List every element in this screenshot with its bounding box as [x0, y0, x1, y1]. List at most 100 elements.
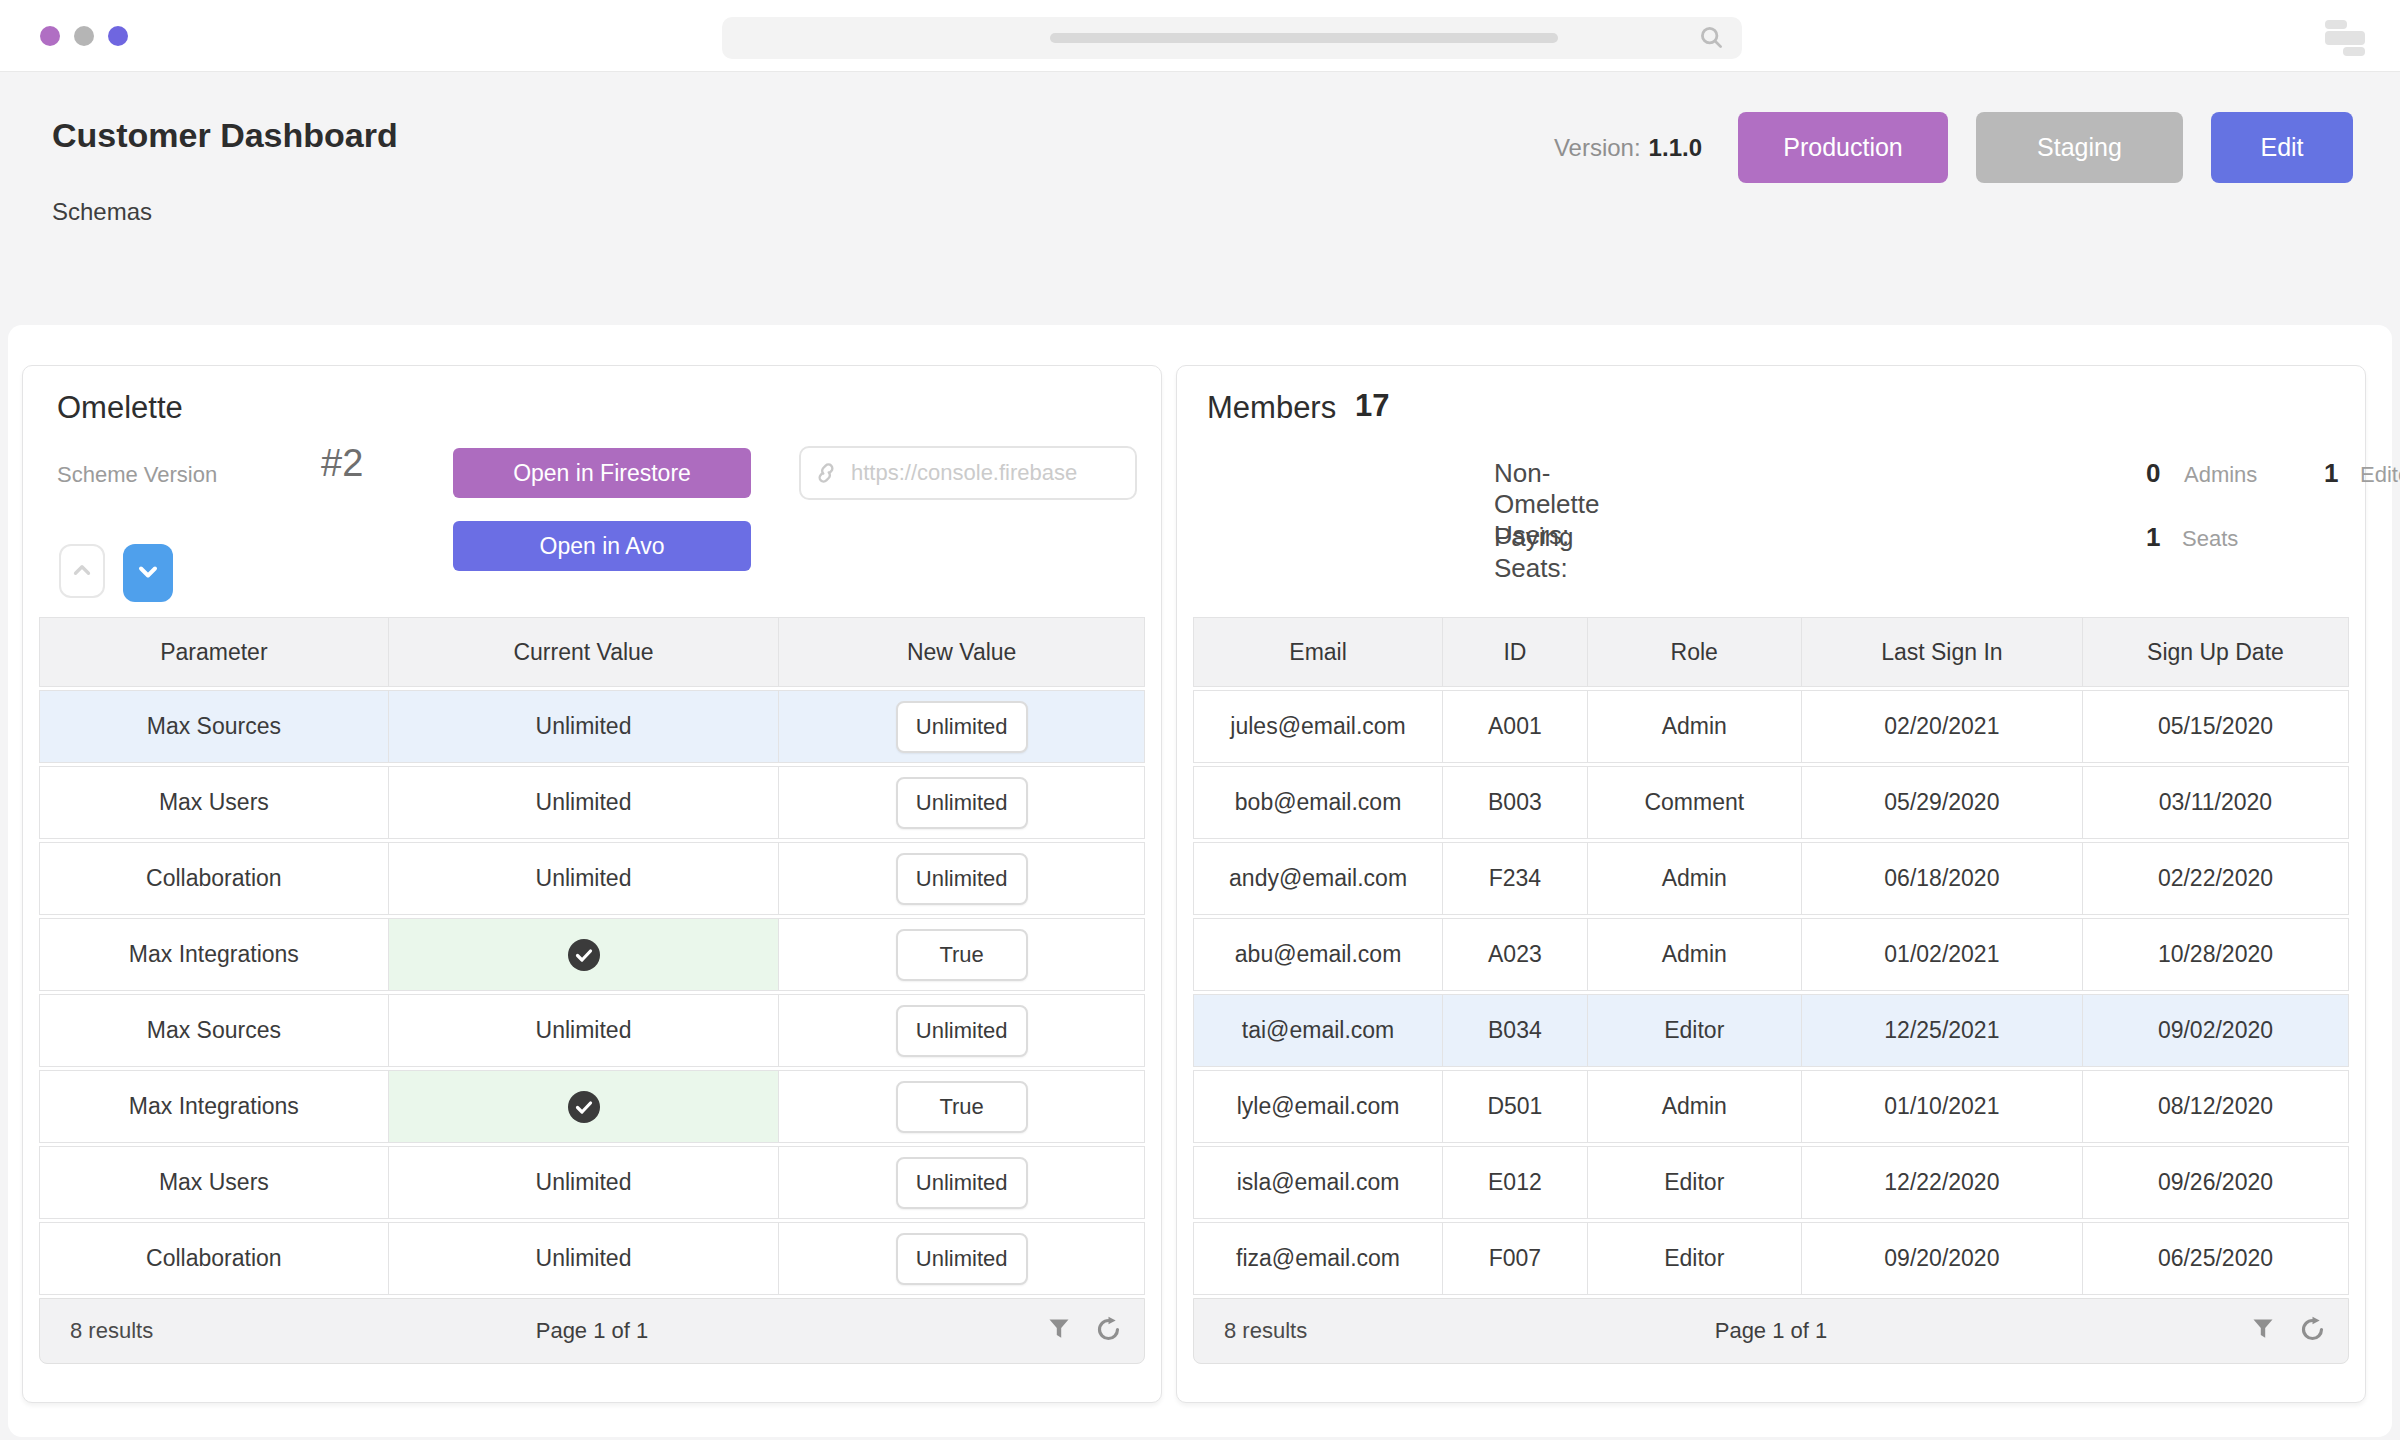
role-cell: Admin: [1588, 919, 1802, 990]
member-row[interactable]: tai@email.com B034 Editor 12/25/2021 09/…: [1193, 994, 2349, 1067]
window-control-maximize-dot[interactable]: [108, 26, 128, 46]
sign-up-date-cell: 02/22/2020: [2083, 843, 2348, 914]
parameter-cell: Max Integrations: [40, 1071, 389, 1142]
member-row[interactable]: isla@email.com E012 Editor 12/22/2020 09…: [1193, 1146, 2349, 1219]
current-value-cell: Unlimited: [389, 995, 780, 1066]
paying-seats-label: Paying Seats:: [1494, 522, 1574, 584]
new-value-button[interactable]: Unlimited: [896, 1157, 1028, 1209]
column-header-sign-up-date: Sign Up Date: [2083, 618, 2348, 686]
sign-up-date-cell: 10/28/2020: [2083, 919, 2348, 990]
parameter-row[interactable]: Collaboration Unlimited Unlimited: [39, 1222, 1145, 1295]
admins-count: 0: [2146, 458, 2160, 489]
member-row[interactable]: bob@email.com B003 Comment 05/29/2020 03…: [1193, 766, 2349, 839]
sign-up-date-cell: 05/15/2020: [2083, 691, 2348, 762]
id-cell: A023: [1443, 919, 1588, 990]
menu-bar-top: [2325, 20, 2347, 29]
role-cell: Editor: [1588, 1147, 1802, 1218]
firebase-url-input[interactable]: [799, 446, 1137, 500]
new-value-cell: Unlimited: [779, 1223, 1144, 1294]
parameter-cell: Collaboration: [40, 843, 389, 914]
new-value-button[interactable]: Unlimited: [896, 701, 1028, 753]
parameter-row[interactable]: Max Integrations True: [39, 918, 1145, 991]
email-cell: bob@email.com: [1194, 767, 1443, 838]
staging-button[interactable]: Staging: [1976, 112, 2183, 183]
filter-icon: [1047, 1317, 1071, 1346]
scheme-version-label: Scheme Version: [57, 462, 217, 488]
id-cell: B034: [1443, 995, 1588, 1066]
refresh-button[interactable]: [2299, 1316, 2326, 1346]
check-icon: [567, 938, 601, 972]
filter-button[interactable]: [1047, 1317, 1071, 1346]
column-header-parameter: Parameter: [40, 618, 389, 686]
sign-up-date-cell: 09/02/2020: [2083, 995, 2348, 1066]
email-cell: fiza@email.com: [1194, 1223, 1443, 1294]
members-table: Email ID Role Last Sign In Sign Up Date …: [1193, 617, 2349, 1364]
filter-button[interactable]: [2251, 1317, 2275, 1346]
id-cell: D501: [1443, 1071, 1588, 1142]
member-row[interactable]: jules@email.com A001 Admin 02/20/2021 05…: [1193, 690, 2349, 763]
seats-count: 1: [2146, 522, 2160, 553]
version-info: Version:1.1.0: [1554, 134, 1702, 162]
id-cell: E012: [1443, 1147, 1588, 1218]
parameter-row[interactable]: Max Sources Unlimited Unlimited: [39, 994, 1145, 1067]
parameter-cell: Max Users: [40, 1147, 389, 1218]
member-row[interactable]: andy@email.com F234 Admin 06/18/2020 02/…: [1193, 842, 2349, 915]
edit-button[interactable]: Edit: [2211, 112, 2353, 183]
parameter-row[interactable]: Max Integrations True: [39, 1070, 1145, 1143]
refresh-button[interactable]: [1095, 1316, 1122, 1346]
new-value-cell: Unlimited: [779, 995, 1144, 1066]
members-count: 17: [1355, 388, 1389, 424]
open-in-avo-button[interactable]: Open in Avo: [453, 521, 751, 571]
parameter-row[interactable]: Max Users Unlimited Unlimited: [39, 1146, 1145, 1219]
new-value-cell: Unlimited: [779, 691, 1144, 762]
new-value-button[interactable]: Unlimited: [896, 777, 1028, 829]
new-value-cell: True: [779, 1071, 1144, 1142]
last-sign-in-cell: 05/29/2020: [1802, 767, 2083, 838]
new-value-button[interactable]: Unlimited: [896, 1233, 1028, 1285]
column-header-role: Role: [1588, 618, 1802, 686]
scheme-version-down-button[interactable]: [123, 544, 173, 602]
window-control-close-dot[interactable]: [40, 26, 60, 46]
page-subtitle: Schemas: [52, 198, 152, 226]
parameter-row[interactable]: Collaboration Unlimited Unlimited: [39, 842, 1145, 915]
check-icon: [567, 1090, 601, 1124]
parameter-cell: Max Sources: [40, 995, 389, 1066]
sign-up-date-cell: 06/25/2020: [2083, 1223, 2348, 1294]
id-cell: F007: [1443, 1223, 1588, 1294]
new-value-button[interactable]: True: [896, 929, 1028, 981]
window-control-minimize-dot[interactable]: [74, 26, 94, 46]
email-cell: tai@email.com: [1194, 995, 1443, 1066]
scheme-version-up-button[interactable]: [59, 544, 105, 598]
parameter-row[interactable]: Max Users Unlimited Unlimited: [39, 766, 1145, 839]
email-cell: andy@email.com: [1194, 843, 1443, 914]
id-cell: A001: [1443, 691, 1588, 762]
search-icon[interactable]: [1698, 24, 1726, 56]
seats-label: Seats: [2182, 526, 2238, 552]
last-sign-in-cell: 12/22/2020: [1802, 1147, 2083, 1218]
new-value-button[interactable]: True: [896, 1081, 1028, 1133]
current-value-cell: [389, 1071, 780, 1142]
members-table-body: jules@email.com A001 Admin 02/20/2021 05…: [1193, 690, 2349, 1295]
id-cell: F234: [1443, 843, 1588, 914]
parameters-table-header: Parameter Current Value New Value: [39, 617, 1145, 687]
menu-bar-middle: [2325, 31, 2365, 45]
role-cell: Comment: [1588, 767, 1802, 838]
last-sign-in-cell: 09/20/2020: [1802, 1223, 2083, 1294]
role-cell: Editor: [1588, 1223, 1802, 1294]
email-cell: lyle@email.com: [1194, 1071, 1443, 1142]
member-row[interactable]: abu@email.com A023 Admin 01/02/2021 10/2…: [1193, 918, 2349, 991]
production-button[interactable]: Production: [1738, 112, 1948, 183]
open-in-firestore-button[interactable]: Open in Firestore: [453, 448, 751, 498]
sign-up-date-cell: 08/12/2020: [2083, 1071, 2348, 1142]
member-row[interactable]: fiza@email.com F007 Editor 09/20/2020 06…: [1193, 1222, 2349, 1295]
menu-bar-bottom: [2343, 47, 2365, 56]
member-row[interactable]: lyle@email.com D501 Admin 01/10/2021 08/…: [1193, 1070, 2349, 1143]
new-value-button[interactable]: Unlimited: [896, 1005, 1028, 1057]
new-value-button[interactable]: Unlimited: [896, 853, 1028, 905]
email-cell: jules@email.com: [1194, 691, 1443, 762]
browser-menu-icon[interactable]: [2325, 20, 2367, 56]
email-cell: abu@email.com: [1194, 919, 1443, 990]
role-cell: Admin: [1588, 1071, 1802, 1142]
address-bar[interactable]: [722, 17, 1742, 59]
parameter-row[interactable]: Max Sources Unlimited Unlimited: [39, 690, 1145, 763]
